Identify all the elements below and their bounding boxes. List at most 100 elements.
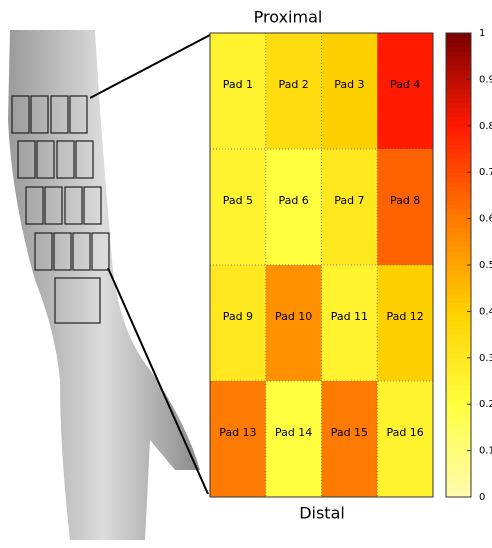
heatmap-cell xyxy=(377,33,434,150)
colorbar-tick-label: 0.4 xyxy=(479,306,492,317)
colorbar-step xyxy=(446,149,471,155)
colorbar-tick-label: 0.8 xyxy=(479,121,492,132)
colorbar-step xyxy=(446,487,471,493)
cell-label: Pad 7 xyxy=(334,194,364,207)
colorbar-step xyxy=(446,367,471,373)
colorbar-step xyxy=(446,130,471,136)
heatmap-cell xyxy=(210,149,267,266)
colorbar-step xyxy=(446,37,471,43)
colorbar-step xyxy=(446,93,471,99)
colorbar-step xyxy=(446,232,471,238)
colorbar-step xyxy=(446,102,471,108)
colorbar-step xyxy=(446,227,471,234)
cell-label: Pad 14 xyxy=(275,426,312,439)
colorbar-step xyxy=(446,445,471,452)
colorbar-step xyxy=(446,288,471,294)
cell-label: Pad 3 xyxy=(334,78,364,91)
colorbar-step xyxy=(446,394,471,401)
colorbar-step xyxy=(446,255,471,261)
colorbar-step xyxy=(446,88,471,94)
colorbar-tick-label: 0.9 xyxy=(479,74,492,85)
cell-label: Pad 16 xyxy=(386,426,423,439)
colorbar-step xyxy=(446,292,471,299)
colorbar-step xyxy=(446,260,471,266)
colorbar-step xyxy=(446,436,471,442)
colorbar-step xyxy=(446,56,471,62)
heatmap-cell xyxy=(377,149,434,266)
colorbar-step xyxy=(446,473,471,480)
colorbar-step xyxy=(446,79,471,85)
colorbar-step xyxy=(446,432,471,438)
colorbar-step xyxy=(446,107,471,113)
colorbar-tick-label: 0.2 xyxy=(479,399,492,410)
colorbar-step xyxy=(446,329,471,336)
colorbar-step xyxy=(446,469,471,475)
colorbar-tick-label: 0.7 xyxy=(479,167,492,178)
colorbar-step xyxy=(446,33,471,39)
colorbar-tick-label: 0.3 xyxy=(479,353,492,364)
arm-photo xyxy=(8,30,211,540)
bottom-label: Distal xyxy=(299,504,345,523)
heatmap-cell xyxy=(377,381,434,498)
colorbar-tick-label: 0 xyxy=(479,492,485,503)
cell-label: Pad 1 xyxy=(223,78,253,91)
heatmap-cell xyxy=(265,149,322,266)
colorbar-tick-label: 0.1 xyxy=(479,446,492,457)
colorbar-step xyxy=(446,84,471,90)
cell-label: Pad 4 xyxy=(390,78,420,91)
colorbar-step xyxy=(446,195,471,201)
colorbar-step xyxy=(446,441,471,447)
colorbar-step xyxy=(446,158,471,164)
colorbar-step xyxy=(446,251,471,257)
colorbar-step xyxy=(446,246,471,252)
colorbar-step xyxy=(446,116,471,122)
colorbar-step xyxy=(446,186,471,192)
colorbar-tick-label: 0.6 xyxy=(479,214,492,225)
colorbar-step xyxy=(446,153,471,159)
heatmap-cell xyxy=(321,149,378,266)
colorbar-step xyxy=(446,362,471,368)
colorbar-step xyxy=(446,111,471,118)
colorbar-step xyxy=(446,320,471,326)
heatmap-cell xyxy=(210,33,267,150)
colorbar-step xyxy=(446,209,471,215)
colorbar-step xyxy=(446,70,471,76)
colorbar-step xyxy=(446,413,471,419)
heatmap-frame xyxy=(209,32,434,498)
colorbar-step xyxy=(446,74,471,80)
colorbar-step xyxy=(446,181,471,187)
colorbar-step xyxy=(446,172,471,178)
colorbar-step xyxy=(446,404,471,410)
colorbar-step xyxy=(446,376,471,382)
heatmap-cell xyxy=(210,381,267,498)
colorbar-step xyxy=(446,46,471,53)
heatmap-cell xyxy=(265,33,322,150)
heatmap-cell xyxy=(321,265,378,382)
colorbar-step xyxy=(446,385,471,391)
colorbar-step xyxy=(446,371,471,377)
colorbar-step xyxy=(446,167,471,173)
heatmap-cell xyxy=(210,265,267,382)
colorbar-step xyxy=(446,51,471,57)
heatmap-cell xyxy=(321,381,378,498)
colorbar-step xyxy=(446,278,471,285)
colorbar-step xyxy=(446,325,471,331)
colorbar-step xyxy=(446,339,471,345)
colorbar-step xyxy=(446,334,471,340)
colorbar-step xyxy=(446,343,471,350)
colorbar-step xyxy=(446,237,471,243)
colorbar-step xyxy=(446,357,471,364)
colorbar-step xyxy=(446,422,471,428)
colorbar-step xyxy=(446,135,471,141)
colorbar-step xyxy=(446,316,471,322)
colorbar-step xyxy=(446,306,471,312)
colorbar-step xyxy=(446,265,471,271)
colorbar-step xyxy=(446,450,471,456)
colorbar-step xyxy=(446,478,471,484)
cell-label: Pad 5 xyxy=(223,194,253,207)
colorbar-step xyxy=(446,427,471,433)
colorbar-step xyxy=(446,204,471,210)
colorbar-step xyxy=(446,121,471,127)
heatmap-cell xyxy=(265,381,322,498)
